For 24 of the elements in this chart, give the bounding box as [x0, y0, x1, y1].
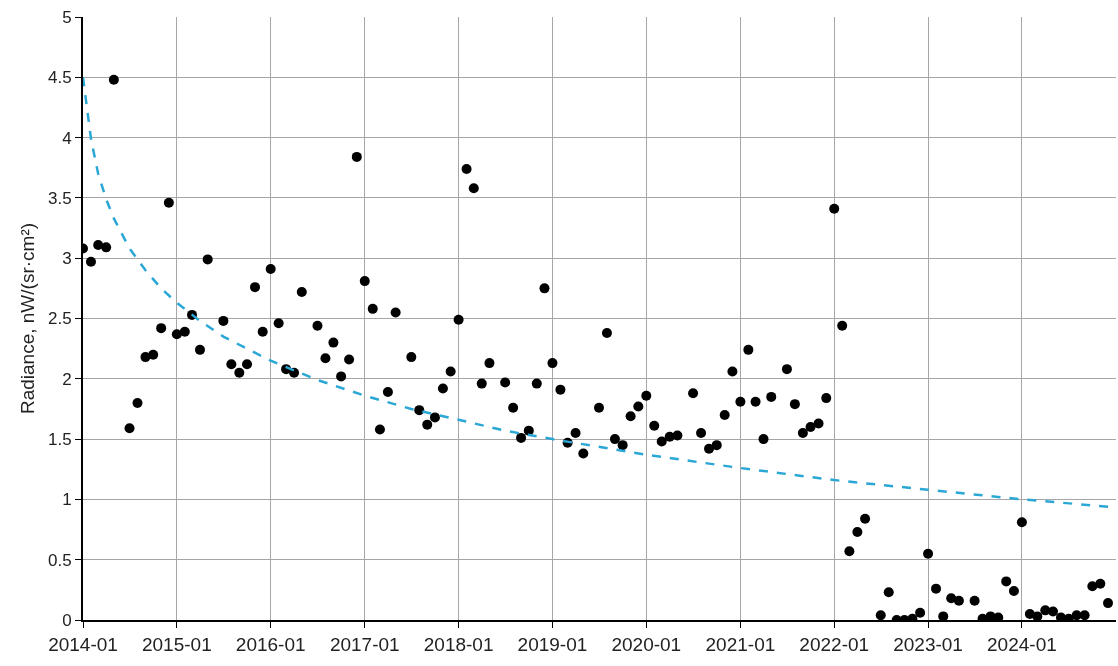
x-tick-label: 2017-01: [329, 633, 400, 655]
x-tick-label: 2023-01: [893, 633, 963, 655]
line-series: [83, 76, 1110, 508]
x-tick-label: 2016-01: [235, 633, 306, 655]
x-tick-label: 2018-01: [423, 633, 494, 655]
y-tick-label: 2: [62, 369, 72, 389]
y-tick-label: 1.5: [47, 430, 72, 450]
y-tick-label: 4.5: [47, 68, 72, 88]
x-tick-label: 2014-01: [48, 633, 118, 655]
y-tick-label: 2.5: [47, 309, 72, 329]
y-axis-title: Radiance, nW/(sr·cm²): [17, 222, 39, 415]
x-tick-label: 2020-01: [611, 633, 682, 655]
x-tick-label: 2015-01: [141, 633, 212, 655]
y-tick-label: 4: [62, 128, 72, 148]
x-tick-label: 2021-01: [705, 633, 776, 655]
x-tick-label: 2024-01: [987, 633, 1057, 655]
y-tick-label: 1: [62, 490, 72, 510]
y-tick-label: 0: [62, 610, 72, 630]
y-tick-label: 3.5: [47, 188, 72, 208]
y-tick-label: 0.5: [47, 550, 72, 570]
x-tick-label: 2022-01: [799, 633, 870, 655]
y-tick-label: 3: [62, 249, 72, 269]
y-tick-label: 5: [62, 7, 72, 27]
x-tick-label: 2019-01: [517, 633, 588, 655]
